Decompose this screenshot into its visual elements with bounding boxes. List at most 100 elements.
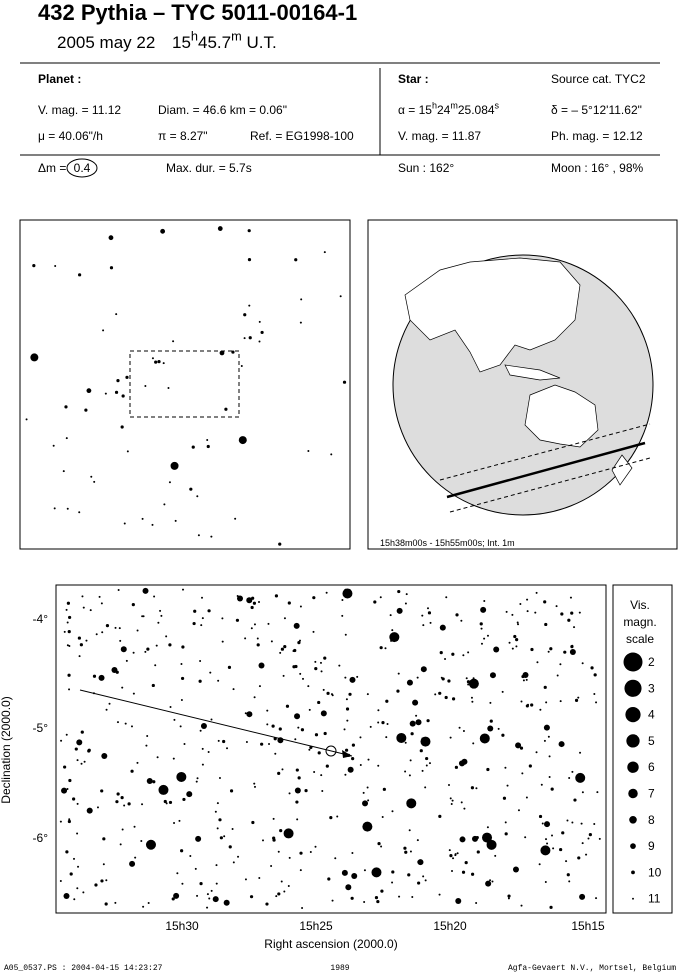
x-tick-label: 15h15 xyxy=(571,919,605,933)
star xyxy=(250,627,253,630)
star xyxy=(480,642,483,645)
planet-vmag: V. mag. = 11.12 xyxy=(38,103,121,117)
star xyxy=(207,609,211,613)
star xyxy=(178,819,181,822)
star xyxy=(579,751,582,754)
star xyxy=(114,901,117,904)
superscript: h xyxy=(191,28,198,43)
star xyxy=(521,772,524,775)
star xyxy=(63,765,67,769)
star xyxy=(363,900,366,903)
star xyxy=(145,744,148,747)
star xyxy=(567,618,571,622)
star xyxy=(293,622,300,629)
star xyxy=(96,806,99,809)
star xyxy=(195,780,198,783)
star xyxy=(479,733,490,744)
star xyxy=(258,662,265,669)
star xyxy=(491,880,494,883)
star xyxy=(595,701,598,704)
star xyxy=(114,390,119,394)
star xyxy=(560,612,564,616)
star xyxy=(193,609,197,613)
star xyxy=(267,622,270,625)
star xyxy=(460,801,463,804)
star xyxy=(111,666,118,673)
star xyxy=(539,708,542,711)
star xyxy=(78,655,81,658)
star xyxy=(277,892,281,896)
star xyxy=(307,450,310,453)
star xyxy=(563,650,567,654)
star xyxy=(81,595,84,598)
star xyxy=(157,621,160,624)
star xyxy=(428,762,431,765)
star xyxy=(571,770,574,773)
star xyxy=(541,822,544,825)
star xyxy=(206,893,209,896)
star xyxy=(593,692,596,695)
scale-title: magn. xyxy=(623,615,656,629)
star xyxy=(450,803,453,806)
star xyxy=(506,784,509,787)
star xyxy=(294,713,301,720)
star xyxy=(201,763,204,766)
star xyxy=(429,621,432,624)
scale-label: 5 xyxy=(648,734,655,748)
star xyxy=(556,674,559,677)
star xyxy=(326,691,330,695)
star xyxy=(253,623,256,626)
text-part: α = 15 xyxy=(398,103,432,117)
star xyxy=(100,879,104,883)
star xyxy=(351,743,356,747)
star xyxy=(121,828,124,831)
star xyxy=(520,700,523,703)
star xyxy=(210,889,213,892)
star xyxy=(438,814,442,818)
star xyxy=(321,789,324,792)
star xyxy=(182,588,185,591)
star xyxy=(100,789,104,793)
star xyxy=(62,470,65,473)
star xyxy=(461,758,468,765)
star xyxy=(501,690,504,693)
star xyxy=(142,587,149,594)
star xyxy=(78,273,82,277)
star xyxy=(475,901,478,904)
star xyxy=(30,353,39,362)
scale-label: 9 xyxy=(648,839,655,853)
star xyxy=(558,741,565,748)
star xyxy=(515,742,522,749)
star xyxy=(292,649,295,652)
star xyxy=(486,826,489,829)
star xyxy=(455,897,462,904)
star xyxy=(200,624,203,627)
star xyxy=(32,264,36,268)
star xyxy=(171,897,175,901)
star xyxy=(577,696,580,699)
star xyxy=(125,659,128,662)
star xyxy=(299,851,303,855)
star xyxy=(141,615,144,618)
star xyxy=(467,683,470,686)
star xyxy=(314,667,318,671)
star xyxy=(104,392,107,395)
star xyxy=(571,644,574,647)
star xyxy=(189,487,193,491)
date: 2005 may 22 xyxy=(57,33,155,52)
star xyxy=(466,680,471,684)
star xyxy=(232,861,235,864)
star xyxy=(221,617,224,620)
star xyxy=(444,695,448,700)
star xyxy=(192,621,196,626)
star xyxy=(404,741,407,744)
star xyxy=(116,721,119,724)
star xyxy=(300,728,305,732)
star xyxy=(219,350,225,356)
star xyxy=(568,880,571,883)
star xyxy=(530,647,534,652)
star xyxy=(406,679,413,686)
star xyxy=(483,600,486,603)
star xyxy=(77,865,80,868)
